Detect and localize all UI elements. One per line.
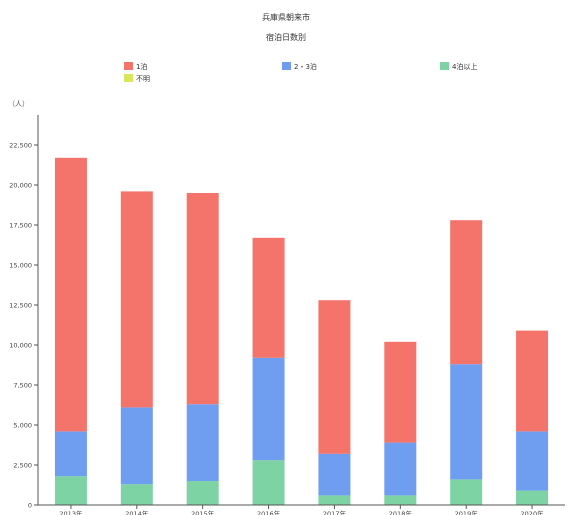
x-tick-label: 2014年 bbox=[125, 509, 149, 515]
bar-segment[interactable] bbox=[54, 431, 87, 477]
x-tick-label: 2020年 bbox=[521, 509, 545, 515]
legend-label: 不明 bbox=[136, 75, 150, 83]
bar-segment[interactable] bbox=[384, 495, 417, 505]
x-tick-label: 2019年 bbox=[455, 509, 479, 515]
bar-segment[interactable] bbox=[54, 157, 87, 432]
legend-label: 4泊以上 bbox=[452, 62, 477, 71]
y-tick-label: 5,000 bbox=[13, 422, 32, 430]
bar-segment[interactable] bbox=[384, 442, 417, 496]
bar-segment[interactable] bbox=[450, 479, 483, 505]
x-tick-label: 2017年 bbox=[323, 509, 347, 515]
legend-swatch bbox=[124, 62, 133, 70]
bar-segment[interactable] bbox=[252, 237, 285, 358]
y-axis-unit: （人） bbox=[8, 100, 29, 108]
legend-item[interactable]: 1泊 bbox=[124, 62, 147, 71]
bar-segment[interactable] bbox=[516, 490, 549, 505]
y-tick-label: 10,000 bbox=[9, 342, 32, 350]
bar-segment[interactable] bbox=[186, 193, 219, 405]
legend-label: 2・3泊 bbox=[294, 62, 317, 71]
bar-segment[interactable] bbox=[252, 460, 285, 505]
y-tick-label: 7,500 bbox=[13, 382, 32, 390]
bar-segment[interactable] bbox=[318, 300, 351, 454]
y-tick-label: 2,500 bbox=[13, 462, 32, 470]
legend-item[interactable]: 4泊以上 bbox=[440, 62, 477, 71]
bar-segment[interactable] bbox=[450, 220, 483, 365]
bar-segment[interactable] bbox=[516, 330, 549, 432]
bar-segment[interactable] bbox=[450, 364, 483, 480]
legend-item[interactable]: 2・3泊 bbox=[282, 62, 317, 71]
legend-swatch bbox=[440, 62, 449, 70]
bar-segment[interactable] bbox=[318, 495, 351, 505]
x-tick-label: 2015年 bbox=[191, 509, 215, 515]
bars bbox=[54, 157, 549, 505]
y-tick-label: 15,000 bbox=[9, 262, 32, 270]
bar-segment[interactable] bbox=[120, 191, 153, 408]
y-tick-label: 0 bbox=[28, 502, 32, 510]
bar-segment[interactable] bbox=[186, 481, 219, 505]
bar-segment[interactable] bbox=[54, 476, 87, 505]
x-tick-label: 2016年 bbox=[257, 509, 281, 515]
y-tick-label: 12,500 bbox=[9, 302, 32, 310]
legend-swatch bbox=[282, 62, 291, 70]
y-tick-label: 22,500 bbox=[9, 142, 32, 150]
bar-segment[interactable] bbox=[384, 341, 417, 443]
bar-segment[interactable] bbox=[120, 484, 153, 505]
legend-swatch bbox=[124, 74, 133, 82]
y-tick-label: 20,000 bbox=[9, 182, 32, 190]
chart-title: 兵庫県朝来市 bbox=[262, 12, 310, 22]
y-axis: 0 2,500 5,000 7,500 10,000 12,500 15,000 17,500… bbox=[9, 115, 39, 510]
bar-segment[interactable] bbox=[318, 453, 351, 496]
chart-subtitle: 宿泊日数別 bbox=[266, 32, 306, 42]
bar-segment[interactable] bbox=[186, 404, 219, 481]
x-tick-label: 2018年 bbox=[389, 509, 413, 515]
y-tick-label: 17,500 bbox=[9, 222, 32, 230]
bar-segment[interactable] bbox=[516, 431, 549, 491]
legend-item[interactable]: 不明 bbox=[124, 74, 150, 83]
legend-label: 1泊 bbox=[136, 62, 147, 71]
bar-segment[interactable] bbox=[120, 407, 153, 485]
x-axis: 2013年 2014年 2015年 2016年 2017年 2018年 2019年 2020年 bbox=[38, 504, 565, 515]
x-tick-label: 2013年 bbox=[59, 509, 83, 515]
bar-segment[interactable] bbox=[252, 357, 285, 461]
